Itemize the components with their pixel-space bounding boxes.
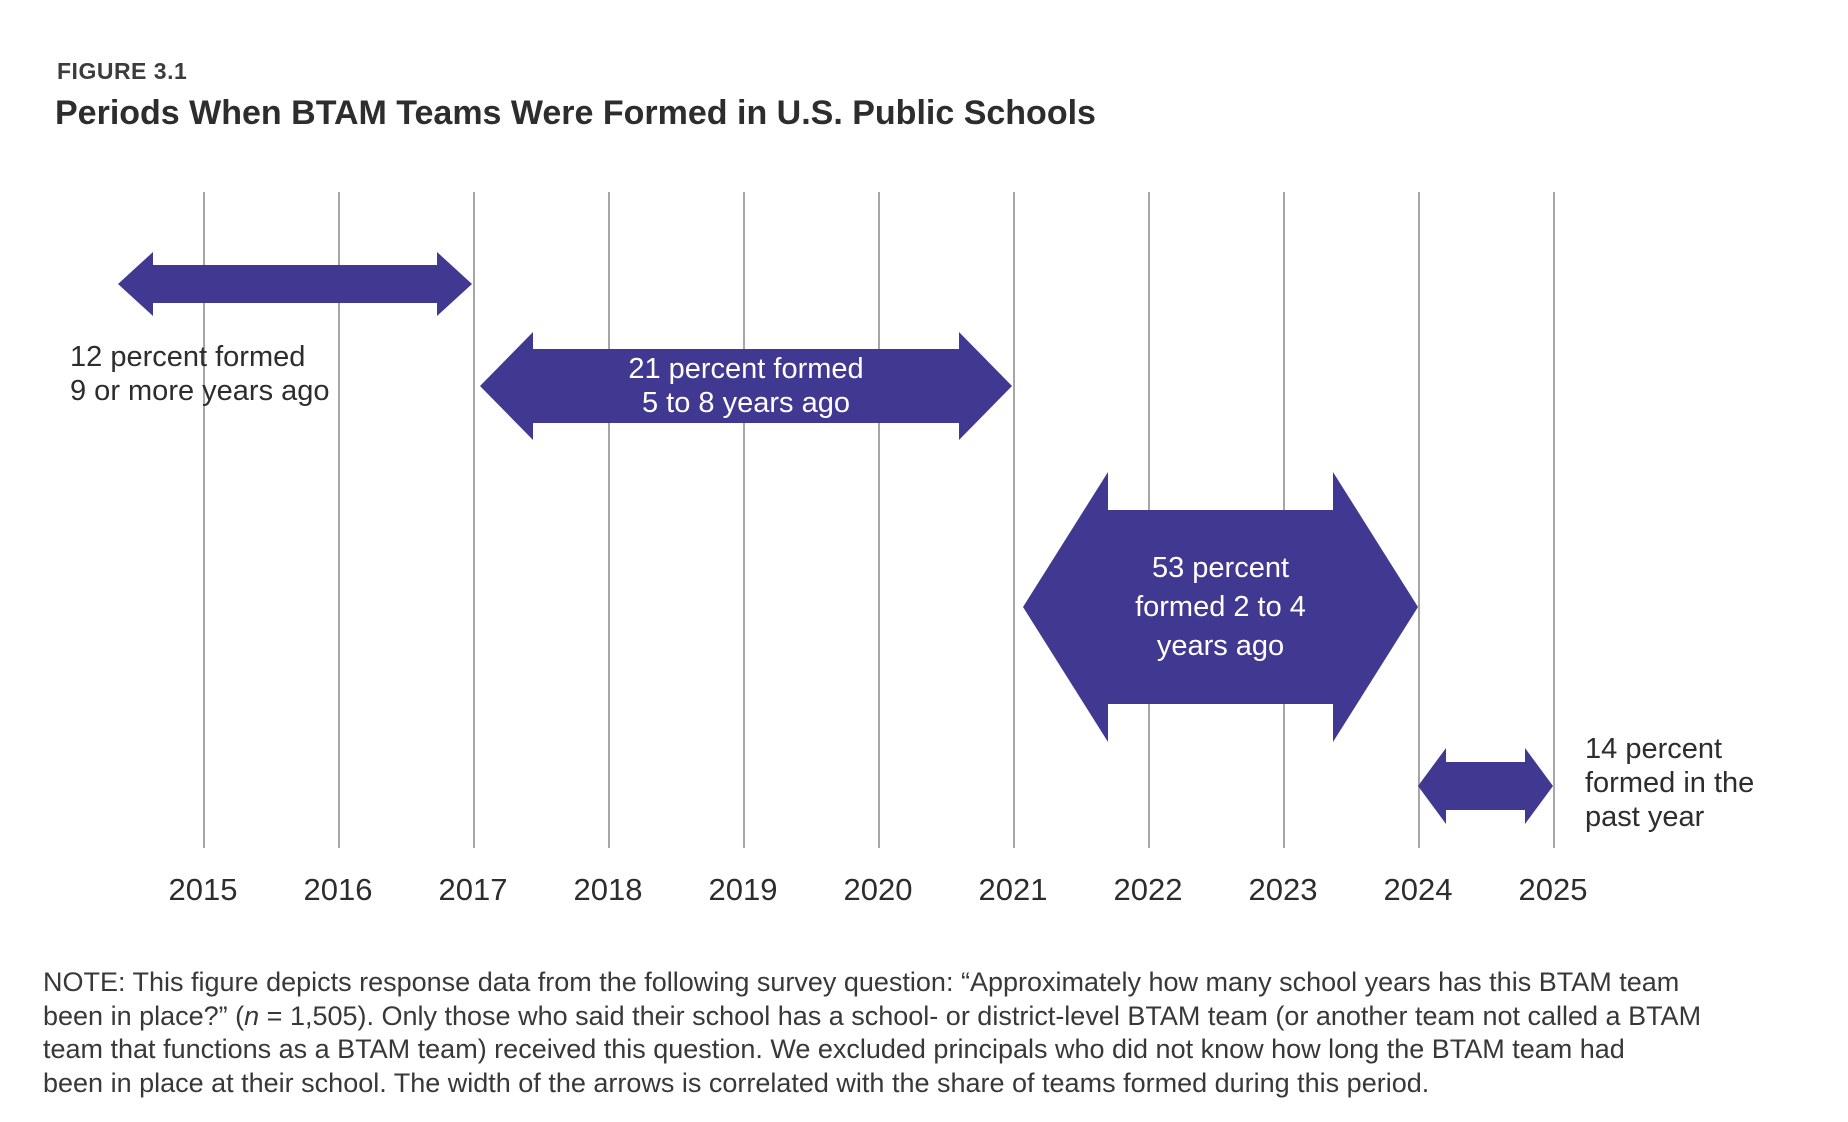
double-arrow-14-percent: [1418, 748, 1553, 824]
label-53-percent-line3: years ago: [1156, 629, 1285, 662]
note-n-italic: n: [244, 1000, 260, 1031]
label-12-percent-line2: 9 or more years ago: [70, 375, 330, 407]
label-53-percent-line2: formed 2 to 4: [1135, 590, 1306, 623]
gridline-2019: [743, 192, 745, 848]
note-line-2: been in place?” (n = 1,505). Only those …: [43, 1000, 1833, 1034]
label-21-percent-line2: 5 to 8 years ago: [642, 387, 850, 419]
note-line-1: NOTE: This figure depicts response data …: [43, 967, 1680, 997]
label-21-percent: 21 percent formed 5 to 8 years ago: [480, 332, 1012, 440]
figure-note: NOTE: This figure depicts response data …: [43, 966, 1833, 1100]
double-arrow-21-percent: [480, 332, 1012, 440]
double-arrow-53-percent: [1023, 472, 1418, 742]
label-14-percent: 14 percent formed in the past year: [1585, 732, 1754, 834]
year-label-2024: 2024: [1383, 872, 1453, 907]
year-label-2021: 2021: [978, 872, 1048, 907]
note-line-2-post: = 1,505). Only those who said their scho…: [259, 1000, 1702, 1031]
note-line-3: team that functions as a BTAM team) rece…: [43, 1034, 1625, 1064]
label-14-percent-line2: formed in the: [1585, 767, 1755, 799]
label-12-percent-line1: 12 percent formed: [70, 341, 306, 373]
year-label-2017: 2017: [438, 872, 508, 907]
gridline-2025: [1553, 192, 1555, 848]
arrow-shape-21-percent: [480, 332, 1012, 440]
gridline-2021: [1013, 192, 1015, 848]
gridline-2015: [203, 192, 205, 848]
label-14-percent-line3: past year: [1585, 801, 1705, 833]
year-label-2019: 2019: [708, 872, 778, 907]
year-label-2025: 2025: [1518, 872, 1588, 907]
note-line-2-pre: been in place?” (: [43, 1000, 245, 1031]
gridline-2016: [338, 192, 340, 848]
gridline-2018: [608, 192, 610, 848]
year-label-2023: 2023: [1248, 872, 1318, 907]
label-53-percent: 53 percent formed 2 to 4 years ago: [1023, 472, 1418, 742]
year-label-2015: 2015: [168, 872, 238, 907]
label-21-percent-line1: 21 percent formed: [628, 353, 864, 385]
year-label-2018: 2018: [573, 872, 643, 907]
gridline-2017: [473, 192, 475, 848]
label-14-percent-line1: 14 percent: [1585, 733, 1723, 765]
figure-title: Periods When BTAM Teams Were Formed in U…: [55, 94, 1096, 132]
arrow-shape-14-percent: [1418, 748, 1553, 824]
arrow-shape-53-percent: [1023, 472, 1418, 742]
arrow-shape-12-percent: [118, 252, 472, 316]
year-label-2020: 2020: [843, 872, 913, 907]
label-53-percent-line1: 53 percent: [1151, 551, 1290, 584]
double-arrow-12-percent: [118, 252, 472, 316]
year-label-2022: 2022: [1113, 872, 1183, 907]
note-line-4: been in place at their school. The width…: [43, 1067, 1430, 1098]
label-12-percent: 12 percent formed 9 or more years ago: [70, 340, 330, 408]
figure-number-label: FIGURE 3.1: [57, 58, 188, 84]
gridline-2024: [1418, 192, 1420, 848]
gridline-2020: [878, 192, 880, 848]
year-label-2016: 2016: [303, 872, 373, 907]
